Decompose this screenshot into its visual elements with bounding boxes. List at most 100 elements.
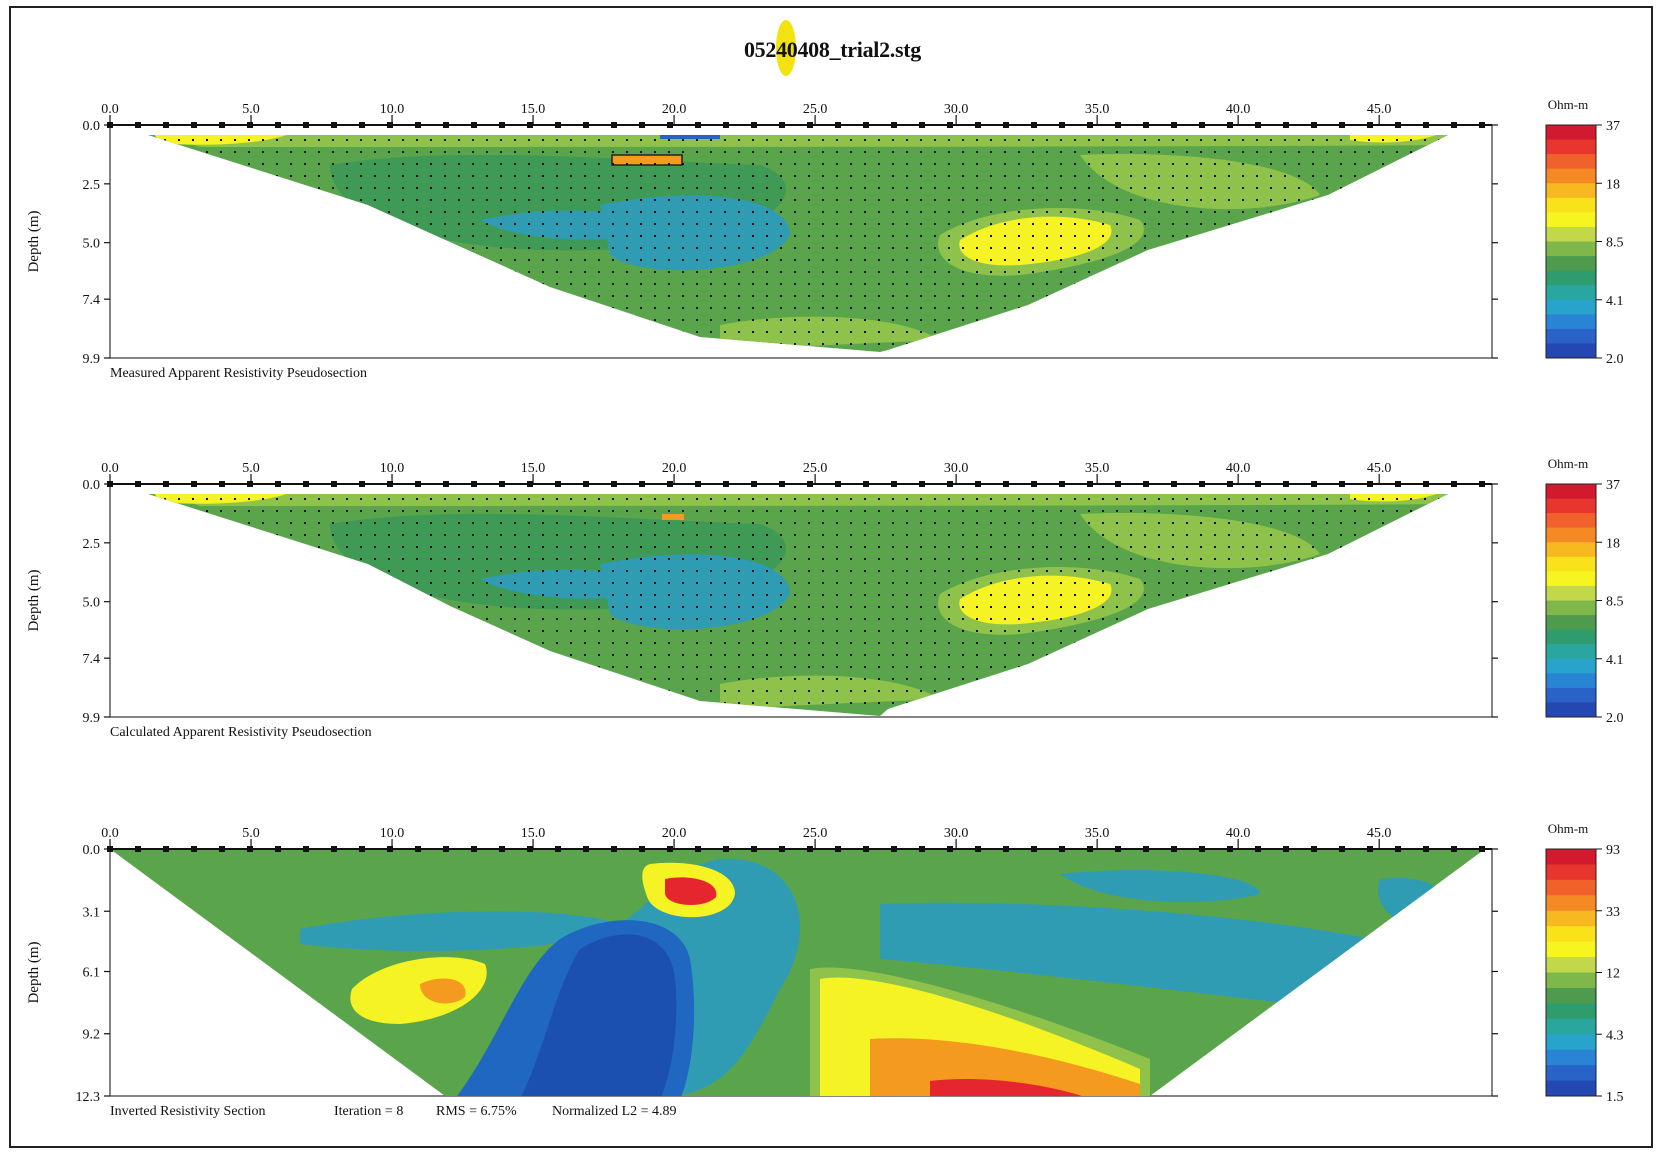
x-tick-label: 20.0 [662,461,687,476]
datum-point [794,606,796,608]
datum-point [724,259,726,261]
datum-point [696,594,698,596]
datum-point [1018,235,1020,237]
datum-point [318,654,320,656]
datum-point [290,690,292,692]
surface-high-zone [150,135,300,145]
datum-point [220,223,222,225]
datum-point [262,570,264,572]
datum-point [1312,319,1314,321]
datum-point [430,594,432,596]
datum-point [1088,534,1090,536]
datum-point [1340,630,1342,632]
datum-point [458,618,460,620]
datum-point [780,642,782,644]
datum-point [1410,259,1412,261]
datum-point [1312,187,1314,189]
datum-point [626,319,628,321]
datum-point [780,295,782,297]
datum-point [1326,319,1328,321]
datum-point [1270,498,1272,500]
datum-point [920,151,922,153]
datum-point [1242,510,1244,512]
datum-point [164,319,166,321]
datum-point [1284,331,1286,333]
datum-point [1340,582,1342,584]
datum-point [1424,618,1426,620]
electrode-marker [443,846,449,852]
datum-point [150,642,152,644]
datum-point [458,666,460,668]
datum-point [318,630,320,632]
datum-point [444,630,446,632]
datum-point [332,702,334,704]
datum-point [416,163,418,165]
electrode-marker [695,122,701,128]
datum-point [178,654,180,656]
datum-point [1410,319,1412,321]
datum-point [290,534,292,536]
datum-point [584,654,586,656]
datum-point [724,546,726,548]
datum-point [486,151,488,153]
datum-point [416,678,418,680]
datum-point [766,606,768,608]
datum-point [1032,546,1034,548]
datum-point [150,654,152,656]
datum-point [612,175,614,177]
datum-point [724,690,726,692]
datum-point [528,522,530,524]
datum-point [220,642,222,644]
datum-point [374,139,376,141]
datum-point [290,343,292,345]
datum-point [934,307,936,309]
datum-point [1396,151,1398,153]
datum-point [990,630,992,632]
datum-point [1382,654,1384,656]
datum-point [374,211,376,213]
datum-point [640,343,642,345]
datum-point [458,642,460,644]
colorbar-swatch [1546,910,1596,927]
electrode-marker [1339,122,1345,128]
datum-point [290,271,292,273]
datum-point [696,582,698,584]
datum-point [1032,498,1034,500]
datum-point [1046,654,1048,656]
datum-point [654,295,656,297]
datum-point [416,283,418,285]
colorbar-swatch [1546,571,1596,587]
datum-point [640,606,642,608]
datum-point [206,546,208,548]
datum-point [1200,534,1202,536]
datum-point [248,594,250,596]
datum-point [822,235,824,237]
datum-point [1326,678,1328,680]
datum-point [570,558,572,560]
datum-point [1354,235,1356,237]
datum-point [444,522,446,524]
datum-point [976,594,978,596]
datum-point [822,163,824,165]
datum-point [598,642,600,644]
datum-point [780,594,782,596]
datum-point [1144,606,1146,608]
datum-point [822,534,824,536]
datum-point [1242,163,1244,165]
datum-point [332,582,334,584]
datum-point [164,642,166,644]
datum-point [696,199,698,201]
datum-point [304,534,306,536]
datum-point [598,295,600,297]
datum-point [780,690,782,692]
high-resistivity-zone [350,957,487,1024]
datum-point [892,534,894,536]
datum-point [1284,534,1286,536]
datum-point [626,259,628,261]
datum-point [948,606,950,608]
datum-point [640,666,642,668]
datum-point [598,235,600,237]
datum-point [430,498,432,500]
datum-point [1144,175,1146,177]
datum-point [290,247,292,249]
